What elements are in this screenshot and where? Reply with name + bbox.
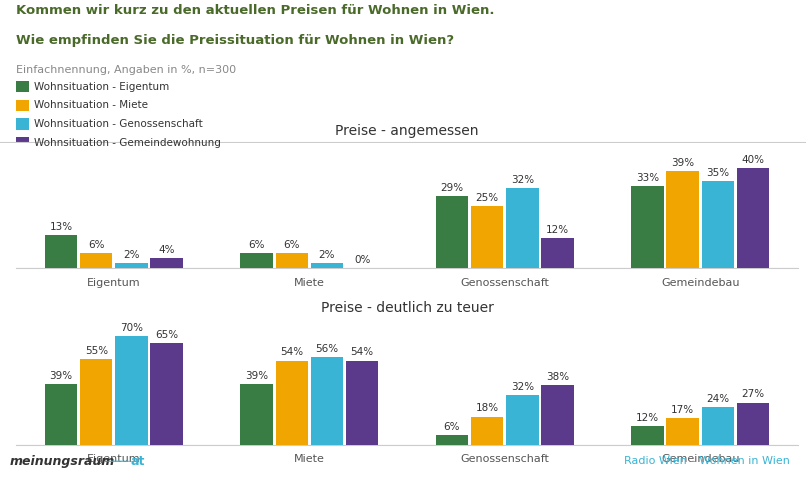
- Text: 39%: 39%: [49, 371, 73, 381]
- Text: 55%: 55%: [85, 346, 108, 356]
- Text: 39%: 39%: [245, 371, 268, 381]
- Text: Wie empfinden Sie die Preissituation für Wohnen in Wien?: Wie empfinden Sie die Preissituation für…: [16, 34, 455, 47]
- Bar: [436, 196, 468, 268]
- Text: 40%: 40%: [742, 155, 764, 165]
- FancyBboxPatch shape: [16, 119, 29, 130]
- Bar: [276, 253, 308, 268]
- Text: 0%: 0%: [354, 255, 370, 265]
- Bar: [240, 384, 272, 445]
- Text: 33%: 33%: [636, 173, 659, 183]
- Title: Preise - angemessen: Preise - angemessen: [335, 124, 479, 138]
- Text: at: at: [131, 455, 145, 468]
- Text: 2%: 2%: [318, 250, 335, 260]
- Text: 32%: 32%: [511, 175, 534, 185]
- Bar: [80, 253, 113, 268]
- Text: 12%: 12%: [546, 225, 569, 235]
- Text: 38%: 38%: [546, 372, 569, 382]
- Text: Wohnsituation - Eigentum: Wohnsituation - Eigentum: [34, 82, 169, 92]
- Bar: [45, 384, 77, 445]
- Bar: [115, 336, 147, 445]
- Text: 24%: 24%: [706, 394, 729, 404]
- Text: 6%: 6%: [284, 240, 300, 250]
- Text: 39%: 39%: [671, 158, 694, 168]
- Bar: [471, 206, 504, 268]
- Text: 18%: 18%: [476, 403, 499, 413]
- Bar: [542, 385, 574, 445]
- Text: 2%: 2%: [123, 250, 139, 260]
- Bar: [45, 236, 77, 268]
- Bar: [310, 358, 343, 445]
- Bar: [506, 188, 538, 268]
- Title: Preise - deutlich zu teuer: Preise - deutlich zu teuer: [321, 301, 493, 315]
- Text: Wohnsituation - Miete: Wohnsituation - Miete: [34, 100, 147, 110]
- Text: 6%: 6%: [248, 240, 265, 250]
- Bar: [667, 418, 699, 445]
- Text: 12%: 12%: [636, 413, 659, 423]
- Bar: [737, 168, 769, 268]
- Bar: [506, 395, 538, 445]
- Bar: [276, 360, 308, 445]
- Text: 4%: 4%: [158, 245, 175, 255]
- Text: Wohnsituation - Gemeindewohnung: Wohnsituation - Gemeindewohnung: [34, 138, 221, 148]
- Text: 54%: 54%: [351, 348, 374, 358]
- Text: Einfachnennung, Angaben in %, n=300: Einfachnennung, Angaben in %, n=300: [16, 65, 236, 75]
- Text: 32%: 32%: [511, 381, 534, 391]
- Text: meinungsraum: meinungsraum: [10, 455, 115, 468]
- FancyBboxPatch shape: [16, 100, 29, 111]
- Bar: [667, 171, 699, 268]
- Text: 70%: 70%: [120, 323, 143, 333]
- Text: 65%: 65%: [155, 330, 178, 340]
- Bar: [436, 435, 468, 445]
- Text: 13%: 13%: [49, 222, 73, 232]
- FancyBboxPatch shape: [16, 137, 29, 149]
- FancyBboxPatch shape: [16, 81, 29, 93]
- Bar: [701, 407, 734, 445]
- Bar: [346, 360, 378, 445]
- Text: 6%: 6%: [444, 422, 460, 432]
- Bar: [80, 359, 113, 445]
- Text: 6%: 6%: [88, 240, 105, 250]
- Text: 25%: 25%: [476, 193, 499, 203]
- Bar: [631, 186, 663, 268]
- Bar: [115, 263, 147, 268]
- Bar: [151, 258, 183, 268]
- Bar: [737, 402, 769, 445]
- Bar: [631, 426, 663, 445]
- Bar: [471, 416, 504, 445]
- Text: 27%: 27%: [742, 390, 765, 400]
- Bar: [701, 181, 734, 268]
- Bar: [542, 238, 574, 268]
- Text: Radio Wien – Wohnen in Wien: Radio Wien – Wohnen in Wien: [624, 456, 790, 466]
- Text: 35%: 35%: [706, 168, 729, 178]
- Circle shape: [105, 461, 134, 462]
- Text: 29%: 29%: [440, 183, 463, 193]
- Text: 54%: 54%: [280, 348, 303, 358]
- Text: Wohnsituation - Genossenschaft: Wohnsituation - Genossenschaft: [34, 119, 202, 129]
- Text: Kommen wir kurz zu den aktuellen Preisen für Wohnen in Wien.: Kommen wir kurz zu den aktuellen Preisen…: [16, 4, 495, 17]
- Bar: [240, 253, 272, 268]
- Bar: [151, 343, 183, 445]
- Text: 17%: 17%: [671, 405, 694, 415]
- Text: 56%: 56%: [315, 344, 339, 354]
- Bar: [310, 263, 343, 268]
